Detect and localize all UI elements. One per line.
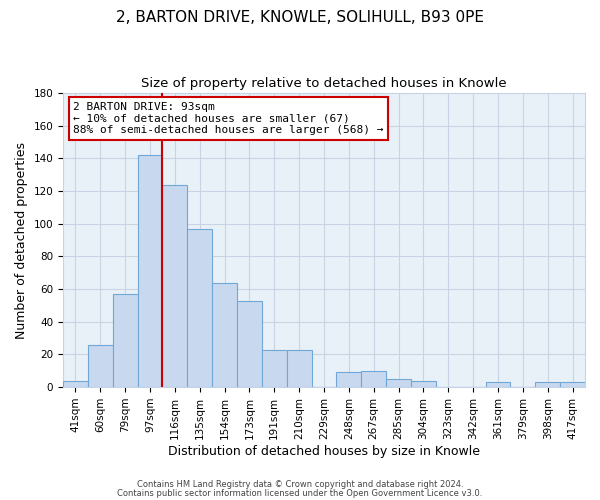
Text: 2 BARTON DRIVE: 93sqm
← 10% of detached houses are smaller (67)
88% of semi-deta: 2 BARTON DRIVE: 93sqm ← 10% of detached … bbox=[73, 102, 384, 135]
Bar bbox=[237, 300, 262, 387]
Bar bbox=[287, 350, 311, 387]
Bar bbox=[113, 294, 137, 387]
Bar bbox=[485, 382, 511, 387]
Bar bbox=[337, 372, 361, 387]
Bar bbox=[361, 371, 386, 387]
Bar bbox=[386, 379, 411, 387]
Bar bbox=[411, 380, 436, 387]
X-axis label: Distribution of detached houses by size in Knowle: Distribution of detached houses by size … bbox=[168, 444, 480, 458]
Bar bbox=[262, 350, 287, 387]
Bar bbox=[88, 344, 113, 387]
Bar bbox=[560, 382, 585, 387]
Text: 2, BARTON DRIVE, KNOWLE, SOLIHULL, B93 0PE: 2, BARTON DRIVE, KNOWLE, SOLIHULL, B93 0… bbox=[116, 10, 484, 25]
Bar bbox=[187, 228, 212, 387]
Bar bbox=[137, 155, 163, 387]
Y-axis label: Number of detached properties: Number of detached properties bbox=[15, 142, 28, 338]
Bar bbox=[63, 380, 88, 387]
Bar bbox=[212, 282, 237, 387]
Text: Contains HM Land Registry data © Crown copyright and database right 2024.: Contains HM Land Registry data © Crown c… bbox=[137, 480, 463, 489]
Title: Size of property relative to detached houses in Knowle: Size of property relative to detached ho… bbox=[141, 78, 507, 90]
Bar bbox=[163, 184, 187, 387]
Text: Contains public sector information licensed under the Open Government Licence v3: Contains public sector information licen… bbox=[118, 488, 482, 498]
Bar bbox=[535, 382, 560, 387]
